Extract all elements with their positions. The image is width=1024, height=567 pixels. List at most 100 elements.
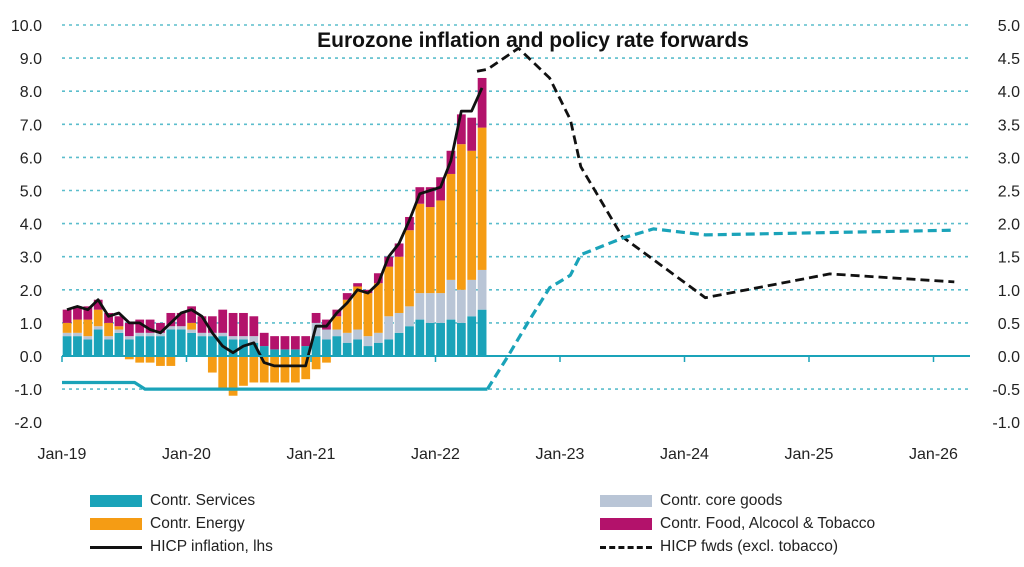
bar-segment: [83, 306, 93, 320]
bar-segment: [280, 356, 290, 383]
bar-segment: [415, 203, 425, 294]
bar-segment: [228, 339, 238, 356]
legend-item-services: Contr. Services: [90, 492, 255, 510]
hicp-fwds-excl-tobacco--line: [476, 46, 955, 300]
bar-segment: [187, 332, 196, 356]
y-left-tick-label: 4.0: [20, 217, 42, 234]
legend-swatch: [90, 545, 142, 549]
bar-segment: [363, 336, 373, 347]
y-right-tick-label: 4.0: [998, 84, 1020, 101]
bar-segment: [207, 356, 217, 373]
bar-segment: [259, 356, 269, 383]
y-left-tick-label: 2.0: [20, 283, 42, 300]
bar-segment: [332, 329, 342, 337]
bar-segment: [456, 322, 466, 356]
bar-segment: [436, 293, 445, 323]
bar-segment: [197, 332, 207, 337]
bar-segment: [456, 289, 466, 323]
y-left-tick-label: 1.0: [20, 316, 42, 333]
bar-segment: [467, 150, 477, 280]
y-right-tick-label: -1.0: [992, 415, 1020, 432]
bar-segment: [394, 256, 404, 313]
bar-segment: [104, 336, 113, 340]
bar-segment: [135, 356, 145, 363]
legend-label: Contr. Food, Alcocol & Tobacco: [660, 515, 876, 532]
y-right-tick-label: -0.5: [992, 382, 1020, 399]
bar-segment: [104, 322, 113, 337]
y-right-tick-label: 2.0: [998, 217, 1020, 234]
bar-segment: [353, 286, 362, 330]
hicp-inflation-lhs-line: [66, 87, 484, 368]
bar-segment: [228, 312, 238, 337]
bar-segment: [104, 312, 113, 323]
y-left-tick-label: 0.0: [20, 349, 42, 366]
bar-segment: [477, 127, 487, 270]
legend-swatch: [600, 495, 652, 507]
bar-segment: [311, 336, 321, 356]
bar-segment: [290, 349, 300, 356]
bar-segment: [405, 230, 414, 307]
bar-segment: [332, 316, 342, 330]
bar-segment: [425, 187, 435, 208]
bar-segment: [477, 77, 487, 128]
legend-item-food: Contr. Food, Alcocol & Tobacco: [600, 515, 875, 533]
bar-segment: [207, 316, 217, 333]
bar-segment: [373, 283, 383, 333]
bar-segment: [405, 326, 414, 356]
bar-segment: [467, 316, 477, 356]
bar-segment: [467, 279, 477, 317]
y-right-tick-label: 0.5: [998, 316, 1020, 333]
bar-segment: [124, 336, 134, 340]
x-tick-label: Jan-22: [411, 446, 460, 463]
bar-segment: [456, 144, 466, 290]
bar-segment: [425, 293, 435, 323]
bar-segment: [384, 266, 394, 317]
bar-segment: [373, 342, 383, 356]
bar-segment: [270, 349, 279, 356]
y-right-tick-label: 5.0: [998, 18, 1020, 35]
y-right-tick-label: 1.5: [998, 250, 1020, 267]
bar-segment: [156, 356, 165, 366]
legend-item-hicp: HICP inflation, lhs: [90, 538, 273, 556]
bar-segment: [436, 177, 445, 201]
bar-segment: [83, 336, 93, 340]
bar-segment: [384, 316, 394, 340]
bar-segment: [166, 329, 176, 356]
bar-segment: [446, 173, 456, 280]
y-left-tick-label: 9.0: [20, 51, 42, 68]
bar-segment: [166, 312, 176, 327]
bar-segment: [436, 200, 445, 294]
bar-segment: [228, 356, 238, 396]
bar-segment: [301, 336, 311, 347]
lines: [62, 46, 955, 391]
policy-rate-line: [486, 227, 955, 390]
legend-label: HICP fwds (excl. tobacco): [660, 538, 839, 555]
legend-label: Contr. Energy: [150, 515, 245, 532]
bar-segment: [62, 336, 72, 356]
bar-segment: [93, 326, 103, 330]
bar-segment: [405, 216, 414, 231]
y-right-tick-label: 2.5: [998, 184, 1020, 201]
bar-segment: [114, 326, 124, 330]
bar-segment: [124, 322, 134, 337]
y-right-tick-label: 1.0: [998, 283, 1020, 300]
legend-swatch: [90, 495, 142, 507]
bar-segment: [239, 339, 248, 356]
bar-segment: [156, 322, 165, 333]
bar-segment: [332, 336, 342, 356]
bar-segment: [228, 336, 238, 340]
legend-swatch: [90, 518, 142, 530]
bar-segment: [353, 283, 362, 287]
bar-segment: [353, 329, 362, 340]
bar-segment: [342, 293, 352, 300]
bar-segment: [176, 329, 186, 356]
gridlines: [62, 24, 970, 390]
legend-label: Contr. core goods: [660, 492, 783, 509]
bar-segment: [166, 326, 176, 330]
bar-segment: [249, 356, 259, 383]
bar-segment: [384, 256, 394, 267]
bar-segment: [456, 114, 466, 145]
x-tick-label: Jan-21: [287, 446, 336, 463]
bar-segment: [73, 319, 82, 333]
bar-segment: [249, 336, 259, 343]
